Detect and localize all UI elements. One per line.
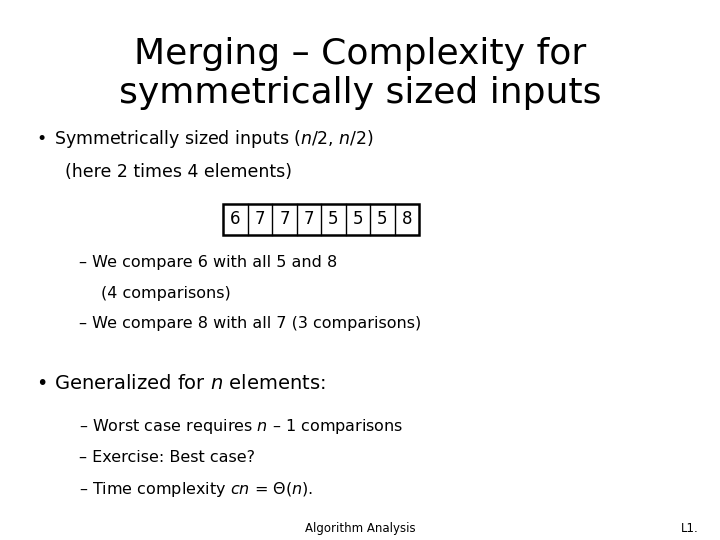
Text: Algorithm Analysis: Algorithm Analysis xyxy=(305,522,415,535)
Text: – We compare 6 with all 5 and 8: – We compare 6 with all 5 and 8 xyxy=(79,255,338,270)
Text: – Time complexity $cn$ = Θ($n$).: – Time complexity $cn$ = Θ($n$). xyxy=(79,480,313,499)
Text: 8: 8 xyxy=(402,210,412,228)
Text: 7: 7 xyxy=(279,210,289,228)
Text: Generalized for $n$ elements:: Generalized for $n$ elements: xyxy=(54,374,325,393)
Text: (4 comparisons): (4 comparisons) xyxy=(101,286,230,301)
Text: Merging – Complexity for: Merging – Complexity for xyxy=(134,37,586,71)
Text: 5: 5 xyxy=(353,210,363,228)
Text: Symmetrically sized inputs ($n$/2, $n$/2): Symmetrically sized inputs ($n$/2, $n$/2… xyxy=(54,129,374,150)
Text: – Exercise: Best case?: – Exercise: Best case? xyxy=(79,450,255,465)
Text: symmetrically sized inputs: symmetrically sized inputs xyxy=(119,76,601,110)
Text: – We compare 8 with all 7 (3 comparisons): – We compare 8 with all 7 (3 comparisons… xyxy=(79,316,421,331)
Text: 6: 6 xyxy=(230,210,240,228)
Text: (here 2 times 4 elements): (here 2 times 4 elements) xyxy=(65,163,292,181)
Text: – Worst case requires $n$ – $1$ comparisons: – Worst case requires $n$ – $1$ comparis… xyxy=(79,417,403,436)
Text: 7: 7 xyxy=(304,210,314,228)
Text: 7: 7 xyxy=(255,210,265,228)
Text: 5: 5 xyxy=(328,210,338,228)
Bar xyxy=(223,204,419,235)
Text: •: • xyxy=(36,130,46,148)
Text: •: • xyxy=(36,374,48,393)
Text: L1.: L1. xyxy=(680,522,698,535)
Text: 5: 5 xyxy=(377,210,387,228)
